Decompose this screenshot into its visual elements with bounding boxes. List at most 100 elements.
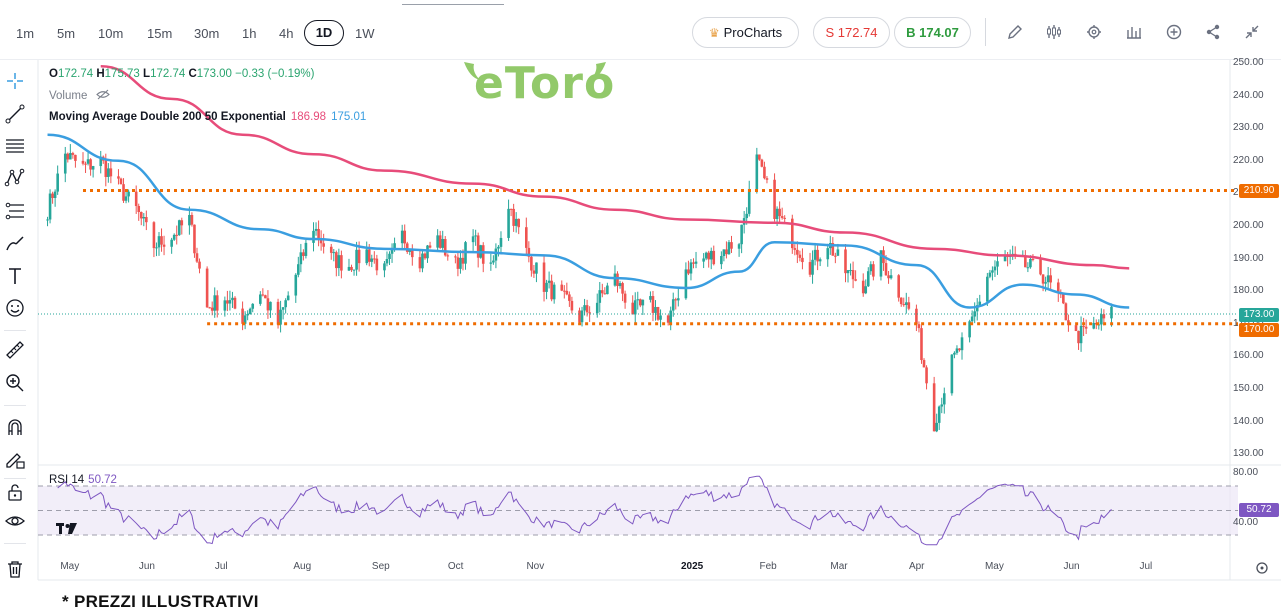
eye-hidden-icon[interactable] <box>95 89 110 100</box>
rsi-value-badge: 50.72 <box>1239 503 1279 517</box>
candle-body <box>122 184 125 201</box>
candle-body <box>48 193 52 220</box>
candle-body <box>104 160 108 177</box>
candle-body <box>1046 275 1050 283</box>
draw-icon[interactable] <box>1005 22 1025 42</box>
timeframe-10m[interactable]: 10m <box>98 26 124 41</box>
candle-body <box>269 301 272 311</box>
candle-body <box>329 246 333 253</box>
zoom-icon[interactable] <box>4 372 26 394</box>
timeframe-1w[interactable]: 1W <box>355 26 375 41</box>
timeframe-1m[interactable]: 1m <box>16 26 35 41</box>
candle-body <box>499 237 503 247</box>
text-icon[interactable] <box>4 265 26 287</box>
candle-body <box>461 257 465 264</box>
trash-icon[interactable] <box>4 558 26 580</box>
rsi-legend[interactable]: RSI 14 50.72 <box>49 474 117 486</box>
candle-body <box>177 220 181 236</box>
candle-body <box>426 245 429 259</box>
candle-body <box>317 228 320 239</box>
trend-line-icon[interactable] <box>4 103 26 125</box>
candle-body <box>337 255 341 269</box>
candle-body <box>811 259 814 275</box>
candle-body <box>942 393 946 405</box>
candle-body <box>81 160 85 164</box>
candle-body <box>760 159 764 167</box>
candle-body <box>223 300 227 311</box>
candle-body <box>796 249 799 255</box>
candle-body <box>91 166 95 170</box>
pattern-icon[interactable] <box>4 167 26 189</box>
candle-body <box>56 173 59 192</box>
tool-separator <box>4 330 26 331</box>
lock-icon[interactable] <box>4 481 26 503</box>
candle-body <box>142 217 146 219</box>
candle-body <box>826 248 830 260</box>
candle-body <box>441 239 445 248</box>
price-axis-label: 220.00 <box>1233 154 1264 166</box>
price-axis-label: 200.00 <box>1233 220 1264 231</box>
volume-legend[interactable]: Volume <box>49 89 110 102</box>
fib-icon[interactable] <box>4 200 26 222</box>
candle-body <box>778 208 781 217</box>
timeframe-15m[interactable]: 15m <box>147 26 173 41</box>
crosshair-icon[interactable] <box>4 70 26 92</box>
candle-body <box>1074 325 1078 332</box>
etoro-watermark: eToro <box>462 58 614 109</box>
indicators-icon[interactable] <box>1044 22 1064 42</box>
candle-body <box>251 303 255 309</box>
candle-body <box>1077 331 1080 344</box>
timeframe-30m[interactable]: 30m <box>194 26 220 41</box>
candle-body <box>492 260 495 263</box>
candle-body <box>654 306 657 313</box>
timeframe-1h[interactable]: 1h <box>242 26 257 41</box>
candle-body <box>532 270 536 274</box>
candle-body <box>922 360 926 368</box>
lock-draw-icon[interactable] <box>4 448 26 470</box>
add-icon[interactable] <box>1164 22 1184 42</box>
moving-average-legend[interactable]: Moving Average Double 200 50 Exponential… <box>49 111 366 123</box>
volume-label: Volume <box>49 90 88 102</box>
candle-body <box>623 293 627 303</box>
horizontal-lines-icon[interactable] <box>4 135 26 157</box>
candle-body <box>907 302 911 309</box>
candle-body <box>616 273 619 287</box>
ruler-icon[interactable] <box>4 339 26 361</box>
time-axis-label: Jul <box>214 561 228 572</box>
sell-button[interactable]: S 172.74 <box>813 17 890 48</box>
candle-body <box>489 262 493 264</box>
tradingview-logo-icon <box>56 523 77 534</box>
time-axis-label: Mar <box>830 561 848 572</box>
procharts-button[interactable]: ♛ ProCharts <box>692 17 799 48</box>
candle-body <box>808 262 812 275</box>
candle-body <box>530 256 533 271</box>
candle-body <box>286 295 290 301</box>
brush-icon[interactable] <box>4 232 26 254</box>
buy-button[interactable]: B 174.07 <box>894 17 971 48</box>
timeframe-1d-active[interactable]: 1D <box>304 20 344 46</box>
axis-settings-icon[interactable] <box>1256 562 1268 574</box>
candle-body <box>560 284 564 291</box>
candle-body <box>385 258 389 264</box>
share-icon[interactable] <box>1203 22 1223 42</box>
eye-icon[interactable] <box>4 510 26 532</box>
candle-body <box>459 257 462 269</box>
collapse-icon[interactable] <box>1242 22 1262 42</box>
settings-icon[interactable] <box>1084 22 1104 42</box>
candle-body <box>375 258 379 271</box>
candle-body <box>443 239 447 256</box>
candle-body <box>279 309 282 325</box>
candle-body <box>986 276 989 302</box>
timeframe-4h[interactable]: 4h <box>279 26 294 41</box>
magnet-icon[interactable] <box>4 416 26 438</box>
candle-body <box>656 306 660 320</box>
candle-body <box>950 354 954 394</box>
emoji-icon[interactable] <box>4 297 26 319</box>
chart-type-icon[interactable] <box>1124 22 1144 42</box>
candle-body <box>580 310 584 323</box>
candle-body <box>755 154 759 189</box>
candle-body <box>1041 274 1045 284</box>
candle-body <box>849 269 852 271</box>
timeframe-5m[interactable]: 5m <box>57 26 76 41</box>
